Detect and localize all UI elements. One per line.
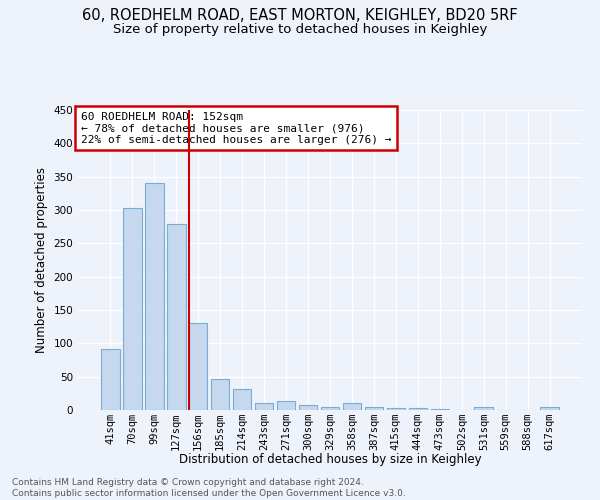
Bar — [409, 408, 427, 410]
Text: Contains HM Land Registry data © Crown copyright and database right 2024.
Contai: Contains HM Land Registry data © Crown c… — [12, 478, 406, 498]
Text: Distribution of detached houses by size in Keighley: Distribution of detached houses by size … — [179, 452, 481, 466]
Y-axis label: Number of detached properties: Number of detached properties — [35, 167, 48, 353]
Bar — [255, 404, 274, 410]
Bar — [167, 224, 185, 410]
Bar — [541, 408, 559, 410]
Bar — [299, 406, 317, 410]
Text: 60, ROEDHELM ROAD, EAST MORTON, KEIGHLEY, BD20 5RF: 60, ROEDHELM ROAD, EAST MORTON, KEIGHLEY… — [82, 8, 518, 22]
Bar — [343, 404, 361, 410]
Bar — [320, 406, 340, 410]
Bar — [365, 406, 383, 410]
Bar — [277, 402, 295, 410]
Bar — [386, 408, 405, 410]
Bar — [211, 378, 229, 410]
Text: 60 ROEDHELM ROAD: 152sqm
← 78% of detached houses are smaller (976)
22% of semi-: 60 ROEDHELM ROAD: 152sqm ← 78% of detach… — [80, 112, 391, 144]
Bar — [431, 408, 449, 410]
Text: Size of property relative to detached houses in Keighley: Size of property relative to detached ho… — [113, 22, 487, 36]
Bar — [123, 208, 142, 410]
Bar — [475, 408, 493, 410]
Bar — [145, 184, 164, 410]
Bar — [233, 390, 251, 410]
Bar — [189, 322, 208, 410]
Bar — [101, 350, 119, 410]
